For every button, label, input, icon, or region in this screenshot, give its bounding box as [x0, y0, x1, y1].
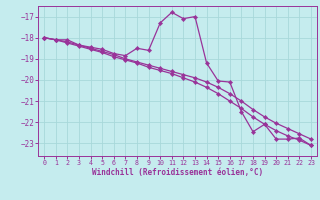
X-axis label: Windchill (Refroidissement éolien,°C): Windchill (Refroidissement éolien,°C)	[92, 168, 263, 177]
